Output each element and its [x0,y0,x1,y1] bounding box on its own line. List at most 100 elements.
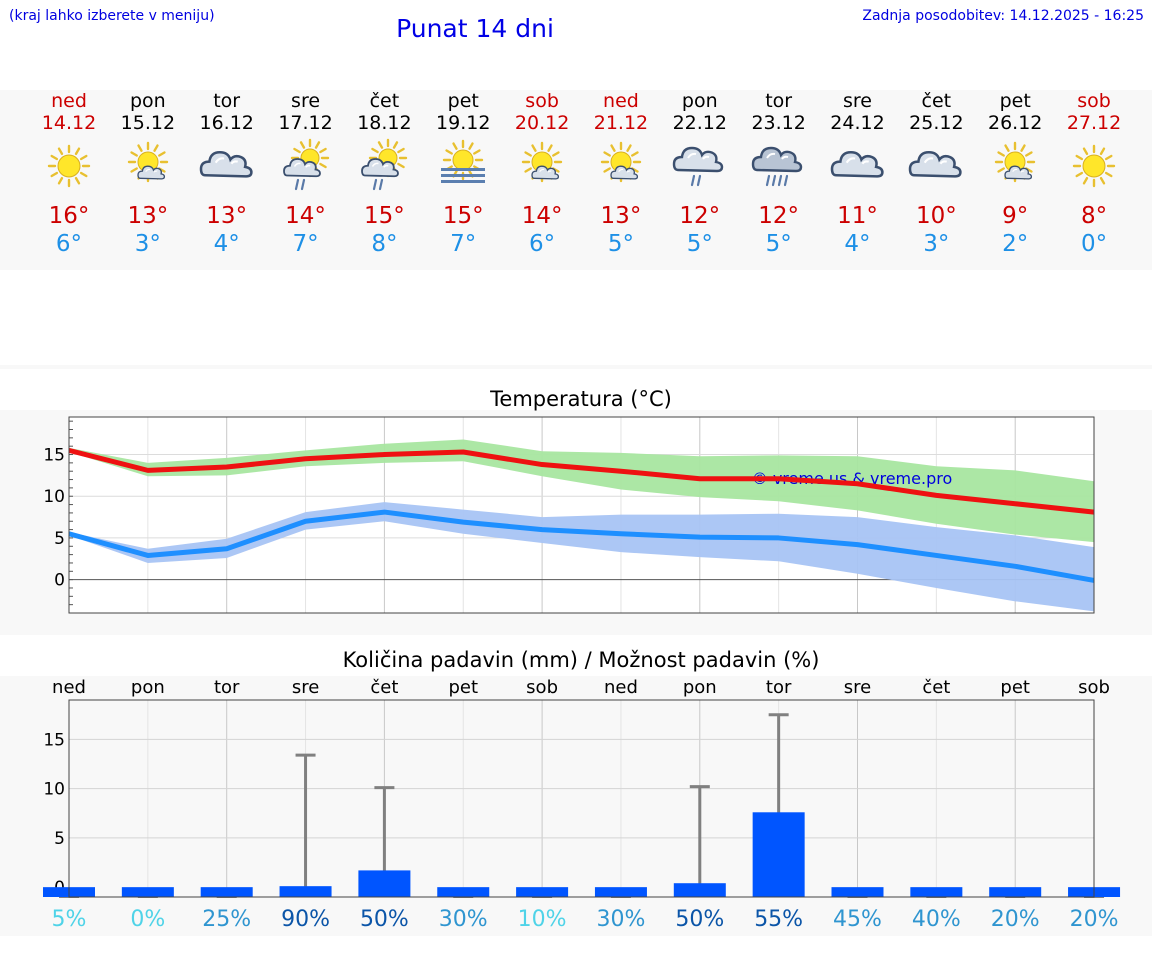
day-name: pet [447,90,479,112]
precipitation-bar [594,887,647,897]
precipitation-bar [910,887,963,897]
cloudy-icon [818,138,898,194]
location-menu-hint[interactable]: (kraj lahko izberete v meniju) [9,8,215,24]
temperature-y-tick-label: 0 [54,571,65,591]
precipitation-probability-label: 30% [596,907,645,932]
precipitation-probability-label: 90% [281,907,330,932]
precipitation-x-label: čet [922,677,950,698]
min-temp-line [68,509,1095,583]
precipitation-x-label: pet [448,677,478,698]
max-temp: 10° [915,203,957,229]
day-column: pon 22.12 12° 5° [660,90,740,258]
day-date: 17.12 [278,112,333,134]
precipitation-bar [437,887,490,897]
precipitation-plot-area [69,700,1094,897]
precipitation-x-label: ned [604,677,638,698]
day-column: pet 19.12 15° 7° [423,90,503,258]
max-temp: 8° [1080,203,1108,229]
cloudy-icon [896,138,976,194]
max-temp: 12° [758,203,800,229]
day-name: sob [525,90,559,112]
min-temp: 4° [844,231,871,257]
precipitation-plot-frame [68,699,1095,898]
max-temp: 16° [48,203,90,229]
page-title: Punat 14 dni [396,14,554,43]
precipitation-x-label: sob [526,677,558,698]
day-column: sre 24.12 11° 4° [818,90,898,258]
temperature-plot-frame [68,416,1095,614]
precipitation-y-tick-label: 5 [54,829,65,849]
day-name: pon [681,90,718,112]
day-column: sre 17.12 14° 7° [266,90,346,258]
max-temp: 9° [1002,203,1029,229]
day-name: ned [603,90,639,112]
precipitation-bar [121,887,174,897]
precipitation-probability-label: 20% [991,907,1040,932]
day-name: čet [369,90,400,112]
precipitation-x-label: ned [52,677,86,698]
day-name: tor [213,90,241,112]
day-date: 15.12 [120,112,176,134]
min-temp: 0° [1080,231,1108,257]
day-column: pet 26.12 9° 2° [975,90,1055,258]
precipitation-probability-label: 0% [130,907,165,932]
cloud-rain-icon [660,138,740,194]
sunny-icon [29,138,109,194]
max-temp: 15° [364,203,405,229]
cloudy-icon [187,138,267,194]
precipitation-x-label: pon [131,677,165,698]
day-date: 14.12 [41,112,97,134]
sun-cloud-icon [975,138,1055,194]
precipitation-y-tick-label: 10 [43,780,65,800]
temperature-y-tick-label: 10 [43,487,65,507]
day-column: sob 27.12 8° 0° [1054,90,1134,258]
sun-cloud-rain-icon [344,138,424,194]
day-column: čet 18.12 15° 8° [344,90,424,258]
day-date: 19.12 [436,112,491,134]
precipitation-probability-label: 40% [912,907,961,932]
min-temp: 5° [607,231,634,257]
min-temp: 8° [371,231,398,257]
day-column: tor 23.12 12° 5° [739,90,819,258]
min-temp: 7° [450,231,477,257]
day-name: sob [1077,90,1111,112]
day-column: ned 14.12 16° 6° [29,90,109,258]
precipitation-probability-label: 30% [439,907,488,932]
sun-cloud-rain-icon [266,138,346,194]
day-name: sre [291,90,321,112]
precipitation-bar [673,883,726,897]
day-name: pet [999,90,1031,112]
min-temp: 6° [55,231,83,257]
day-date: 25.12 [909,112,964,134]
day-column: čet 25.12 10° 3° [896,90,976,258]
precipitation-probability-label: 20% [1070,907,1119,932]
sun-cloud-icon [581,138,661,194]
min-temp: 2° [1002,231,1029,257]
daily-forecast-panel [0,90,1152,270]
separator [0,365,1152,369]
precipitation-bar [831,887,884,897]
day-name: sre [843,90,872,112]
day-column: pon 15.12 13° 3° [108,90,188,258]
precipitation-x-label: čet [370,677,398,698]
last-updated: Zadnja posodobitev: 14.12.2025 - 16:25 [862,8,1144,24]
precipitation-probability-label: 10% [518,907,567,932]
precipitation-bar [516,887,569,897]
precipitation-probability-label: 50% [360,907,409,932]
day-name: čet [921,90,952,112]
day-date: 16.12 [199,112,254,134]
day-date: 20.12 [514,112,570,134]
temperature-chart-title: Temperatura (°C) [490,387,672,411]
precipitation-x-label: tor [214,677,240,698]
max-temp: 14° [521,203,563,229]
day-date: 26.12 [987,112,1043,134]
day-column: sob 20.12 14° 6° [502,90,582,258]
day-date: 23.12 [751,112,806,134]
precipitation-chart-title: Količina padavin (mm) / Možnost padavin … [342,648,820,672]
precipitation-x-label: sob [1078,677,1110,698]
precipitation-x-label: sre [844,677,871,698]
min-temp: 5° [765,231,792,257]
watermark: © vreme.us & vreme.pro [752,469,953,488]
precipitation-bar [358,870,411,897]
